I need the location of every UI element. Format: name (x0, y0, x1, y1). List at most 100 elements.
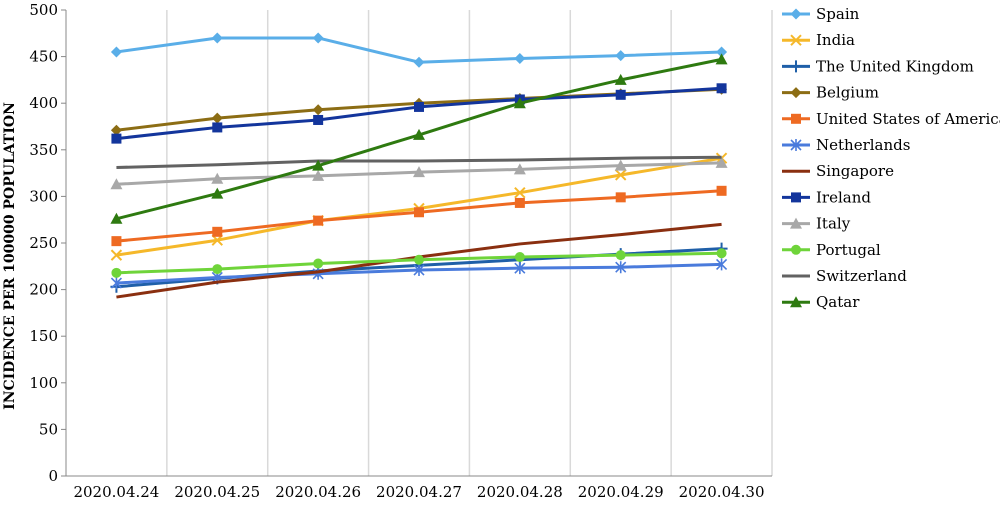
legend-item: Belgium (782, 84, 879, 102)
data-point (211, 234, 223, 246)
series-netherlands (110, 258, 728, 290)
grid-lines (166, 10, 773, 476)
data-point (514, 186, 526, 199)
series-qatar (110, 53, 728, 224)
series-italy (110, 156, 728, 190)
x-tick-label: 2020.04.29 (578, 483, 664, 501)
legend-item: Switzerland (782, 267, 907, 285)
x-tick-label: 2020.04.24 (73, 483, 159, 501)
legend-label: Italy (816, 215, 851, 233)
data-point (212, 122, 223, 133)
data-point (111, 267, 122, 278)
y-tick-label: 250 (29, 234, 58, 252)
data-point (791, 192, 801, 203)
legend-label: Belgium (816, 84, 879, 102)
data-point (716, 46, 728, 58)
data-point (615, 192, 626, 203)
data-point (211, 187, 224, 199)
y-tick-label: 450 (29, 48, 58, 66)
data-point (110, 46, 122, 58)
series-portugal (111, 248, 727, 278)
data-point (414, 207, 424, 218)
legend-item: Italy (782, 215, 851, 233)
legend-label: Qatar (816, 293, 860, 311)
data-point (413, 128, 425, 140)
series-lines (110, 32, 728, 299)
legend-label: The United Kingdom (816, 57, 974, 75)
x-tick-label: 2020.04.28 (477, 483, 563, 501)
y-tick-label: 50 (39, 420, 58, 438)
data-point (212, 264, 223, 275)
legend-item: Portugal (782, 241, 881, 259)
legend-item: Spain (782, 5, 860, 23)
data-point (312, 169, 325, 181)
data-point (790, 34, 802, 46)
data-point (312, 104, 324, 116)
data-point (110, 124, 122, 136)
data-point (716, 185, 727, 196)
x-tick-label: 2020.04.25 (174, 483, 260, 501)
y-tick-label: 400 (29, 94, 58, 112)
legend-label: Spain (816, 5, 860, 23)
data-point (715, 156, 728, 168)
data-point (790, 60, 802, 73)
data-point (715, 53, 728, 65)
data-point (212, 226, 223, 237)
data-point (111, 133, 122, 144)
legend-label: Switzerland (816, 267, 907, 285)
legend-item: Ireland (782, 188, 871, 206)
data-point (413, 56, 425, 68)
data-point (110, 178, 123, 190)
legend-item: Netherlands (782, 136, 910, 154)
data-point (312, 159, 325, 171)
series-line (116, 155, 722, 170)
legend-item: Singapore (782, 162, 894, 180)
data-point (513, 163, 526, 175)
data-point (615, 89, 626, 100)
data-point (614, 159, 627, 171)
legend-item: The United Kingdom (782, 57, 974, 75)
x-tick-labels: 2020.04.24 2020.04.25 2020.04.26 2020.04.27… (73, 483, 764, 501)
data-point (313, 258, 324, 269)
data-point (790, 8, 802, 20)
data-point (110, 249, 123, 261)
data-point (514, 52, 526, 64)
data-point (791, 244, 801, 255)
y-axis-label: INCIDENCE PER 100000 POPULATION (2, 102, 18, 410)
y-tick-label: 300 (29, 187, 58, 205)
data-point (514, 197, 525, 208)
legend-label: Singapore (816, 162, 894, 180)
legend: Spain India The United Kingdom Belgium Unite… (782, 5, 1000, 311)
data-point (614, 73, 627, 85)
data-point (615, 50, 627, 62)
data-point (514, 262, 526, 275)
series-switzerland (116, 155, 722, 170)
data-point (110, 277, 122, 290)
data-point (211, 172, 224, 184)
data-point (110, 212, 123, 224)
data-point (211, 32, 223, 44)
y-tick-label: 100 (29, 374, 58, 392)
data-point (413, 264, 425, 277)
data-point (513, 97, 526, 109)
y-tick-label: 0 (48, 467, 58, 485)
legend-item: United States of America (782, 110, 1000, 128)
y-tick-label: 350 (29, 141, 58, 159)
legend-label: Netherlands (816, 136, 910, 154)
data-point (791, 113, 801, 124)
x-tick-label: 2020.04.26 (275, 483, 361, 501)
data-point (615, 261, 627, 274)
y-tick-label: 150 (29, 327, 58, 345)
legend-item: India (782, 31, 855, 49)
data-point (413, 166, 425, 178)
legend-label: India (816, 31, 855, 49)
data-point (716, 83, 727, 94)
data-point (790, 296, 802, 308)
data-point (414, 254, 424, 265)
data-point (414, 101, 424, 112)
data-point (615, 250, 626, 261)
data-point (312, 32, 324, 44)
legend-item: Qatar (782, 293, 860, 311)
data-point (514, 251, 525, 262)
